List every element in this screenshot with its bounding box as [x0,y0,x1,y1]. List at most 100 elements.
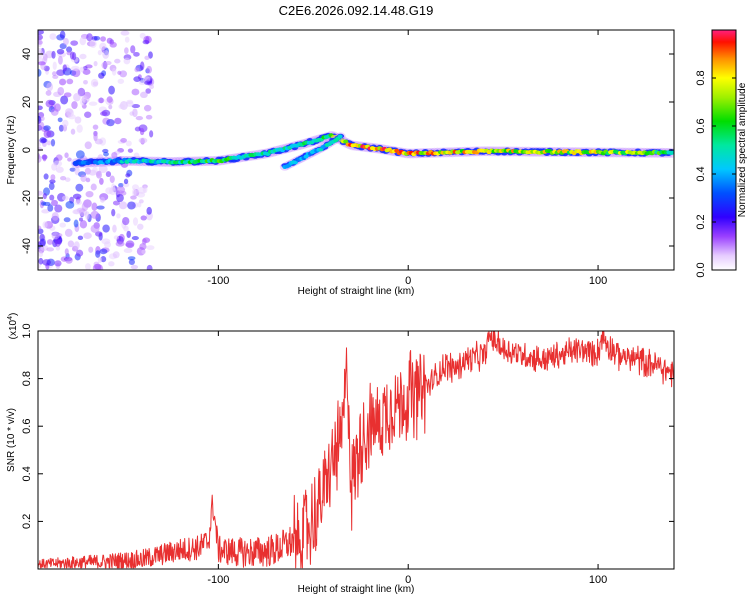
heatmap-noise-blob [130,264,139,270]
heatmap-noise-blob [38,190,44,196]
heatmap-noise-blob [49,179,56,184]
heatmap-noise-blob [111,183,116,192]
heatmap-noise-blob [115,241,125,247]
heatmap-noise-blob [104,241,111,248]
heatmap-noise-blob [46,247,55,252]
heatmap-noise-blob [92,81,99,86]
heatmap-noise-blob [114,117,122,125]
heatmap-noise-blob [58,124,64,132]
heatmap-noise-blob [106,96,113,103]
heatmap-noise-blob [80,174,87,182]
heatmap-noise-blob [118,201,128,210]
heatmap-noise-blob [71,101,78,109]
heatmap-noise-blob [62,119,69,128]
heatmap-noise-blob [99,42,107,51]
heatmap-noise-blob [116,185,126,194]
heatmap-noise-blob [42,259,51,266]
heatmap-noise-blob [139,61,145,71]
heatmap-noise-blob [58,55,63,65]
y-tick-label: 0.6 [21,419,33,434]
heatmap-noise-blob [75,249,84,257]
heatmap-noise-blob [64,177,71,182]
heatmap-noise-blob [117,78,125,84]
heatmap-track-core [671,150,674,155]
heatmap-noise-blob [93,35,101,41]
heatmap-noise-blob [122,182,130,188]
heatmap-noise-blob [149,84,155,90]
heatmap-noise-blob [74,200,83,206]
heatmap-noise-blob [146,206,152,215]
heatmap-noise-blob [75,183,84,192]
spectrogram-ticks: -100 0 100 -40 -20 0 20 40 [21,30,674,287]
heatmap-noise-blob [38,251,44,258]
heatmap-noise-blob [55,154,63,161]
heatmap-noise-blob [111,67,117,76]
heatmap-noise-blob [124,47,129,55]
heatmap-noise-blob [62,64,67,72]
heatmap-noise-blob [120,30,130,36]
heatmap-noise-blob [134,67,140,73]
snr-xlabel: Height of straight line (km) [298,584,415,595]
heatmap-noise-blob [112,200,120,206]
heatmap-noise-blob [66,46,73,53]
heatmap-noise-blob [108,85,115,95]
x-tick-label: 0 [405,275,411,287]
heatmap-noise-blob [54,260,62,267]
heatmap-track-core [337,134,343,139]
heatmap-noise-blob [123,248,133,254]
heatmap-noise-blob [77,235,84,240]
heatmap-noise-blob [49,33,57,40]
heatmap-noise-blob [38,257,44,265]
heatmap-noise-blob [109,41,117,48]
heatmap-noise-blob [39,238,46,247]
y-tick-label: 1.0 [21,323,33,338]
heatmap-track-core [292,160,298,165]
heatmap-noise-blob [146,245,155,251]
heatmap-noise-blob [139,91,148,99]
heatmap-noise-blob [54,238,61,247]
heatmap-noise-blob [74,116,82,124]
heatmap-noise-blob [79,36,87,46]
heatmap-noise-blob [142,39,150,45]
heatmap-noise-blob [141,238,147,245]
heatmap-noise-blob [38,40,43,45]
heatmap-noise-blob [112,251,120,259]
heatmap-noise-blob [114,58,121,64]
colorbar-tick-label: 0.2 [695,214,707,229]
heatmap-noise-blob [125,140,132,147]
heatmap-noise-blob [53,103,61,112]
heatmap-noise-blob [76,124,83,133]
heatmap-noise-blob [108,261,115,267]
heatmap-noise-blob [38,154,42,163]
heatmap-noise-blob [57,86,65,96]
heatmap-noise-blob [125,101,134,107]
heatmap-noise-blob [38,116,42,124]
heatmap-noise-blob [84,141,92,150]
heatmap-noise-blob [73,219,79,228]
heatmap-noise-blob [122,216,130,226]
figure-title: C2E6.2026.092.14.48.G19 [279,3,434,18]
heatmap-noise-blob [51,199,58,206]
heatmap-noise-blob [92,166,98,174]
heatmap-noise-blob [70,40,79,46]
heatmap-noise-blob [141,249,147,255]
heatmap-noise-blob [73,241,80,250]
x-tick-label: 0 [405,574,411,586]
y-tick-label: -20 [21,190,33,206]
heatmap-noise-blob [145,114,153,120]
x-tick-label: 100 [589,574,607,586]
heatmap-noise-blob [94,138,103,145]
heatmap-noise-blob [38,147,43,152]
heatmap-noise-blob [91,202,98,211]
spectrogram-panel: -100 0 100 -40 -20 0 20 40 Height of straight l… [6,29,675,297]
heatmap-noise-blob [97,256,103,264]
heatmap-noise-blob [131,236,139,241]
heatmap-noise-blob [117,70,122,75]
heatmap-noise-blob [130,45,136,54]
heatmap-noise-blob [52,71,57,77]
heatmap-noise-blob [51,231,60,240]
heatmap-noise-blob [90,183,97,191]
heatmap-noise-blob [82,68,91,75]
heatmap-noise-blob [65,256,73,264]
heatmap-noise-blob [137,201,142,208]
